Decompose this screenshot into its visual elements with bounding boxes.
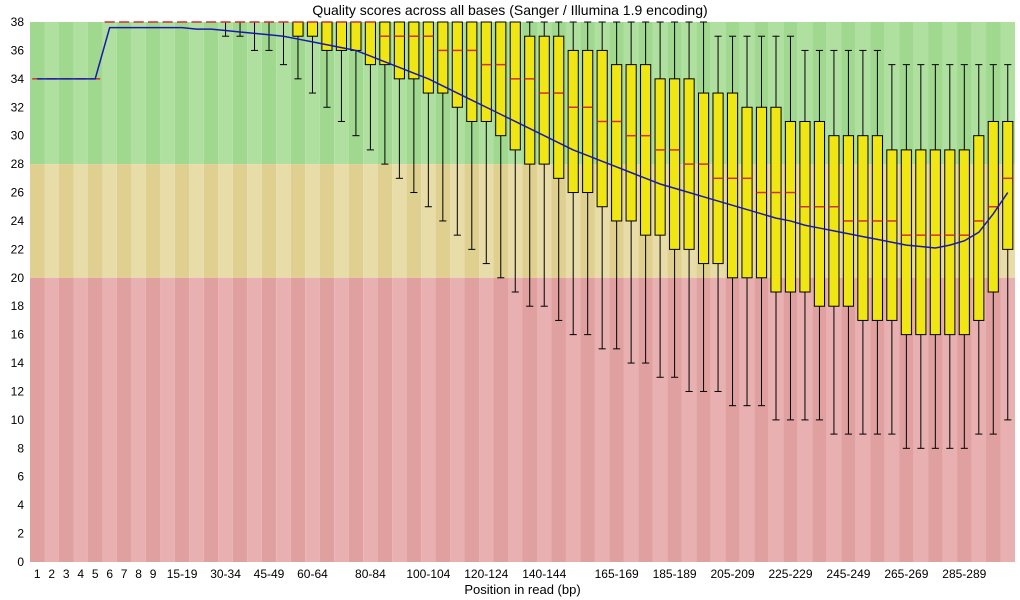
svg-text:2: 2 <box>48 567 55 581</box>
svg-text:265-269: 265-269 <box>884 567 928 581</box>
svg-text:34: 34 <box>11 72 25 86</box>
svg-text:3: 3 <box>63 567 70 581</box>
svg-text:12: 12 <box>11 384 25 398</box>
svg-text:30: 30 <box>11 129 25 143</box>
chart-title: Quality scores across all bases (Sanger … <box>312 2 707 18</box>
quality-boxplot-chart: 0246810121416182022242628303234363812345… <box>0 0 1020 600</box>
svg-text:38: 38 <box>11 15 25 29</box>
svg-text:18: 18 <box>11 299 25 313</box>
svg-text:80-84: 80-84 <box>355 567 386 581</box>
svg-text:28: 28 <box>11 157 25 171</box>
svg-text:16: 16 <box>11 328 25 342</box>
svg-text:30-34: 30-34 <box>210 567 241 581</box>
svg-text:60-64: 60-64 <box>297 567 328 581</box>
svg-text:245-249: 245-249 <box>826 567 870 581</box>
svg-text:20: 20 <box>11 271 25 285</box>
svg-text:7: 7 <box>121 567 128 581</box>
svg-text:0: 0 <box>17 555 24 569</box>
svg-text:285-289: 285-289 <box>942 567 986 581</box>
svg-text:165-169: 165-169 <box>595 567 639 581</box>
svg-text:9: 9 <box>150 567 157 581</box>
svg-text:4: 4 <box>17 498 24 512</box>
svg-text:2: 2 <box>17 527 24 541</box>
svg-text:185-189: 185-189 <box>653 567 697 581</box>
svg-text:36: 36 <box>11 43 25 57</box>
svg-text:120-124: 120-124 <box>464 567 508 581</box>
svg-text:4: 4 <box>77 567 84 581</box>
svg-text:15-19: 15-19 <box>167 567 198 581</box>
chart-svg: 0246810121416182022242628303234363812345… <box>0 0 1020 600</box>
svg-text:205-209: 205-209 <box>711 567 755 581</box>
svg-text:24: 24 <box>11 214 25 228</box>
svg-text:32: 32 <box>11 100 25 114</box>
svg-text:6: 6 <box>17 470 24 484</box>
svg-text:5: 5 <box>92 567 99 581</box>
svg-text:45-49: 45-49 <box>254 567 285 581</box>
svg-text:225-229: 225-229 <box>768 567 812 581</box>
svg-text:26: 26 <box>11 186 25 200</box>
svg-text:1: 1 <box>34 567 41 581</box>
svg-text:100-104: 100-104 <box>406 567 450 581</box>
svg-text:8: 8 <box>135 567 142 581</box>
svg-text:8: 8 <box>17 441 24 455</box>
svg-text:22: 22 <box>11 242 25 256</box>
svg-text:6: 6 <box>106 567 113 581</box>
svg-text:140-144: 140-144 <box>522 567 566 581</box>
x-axis-label: Position in read (bp) <box>464 582 580 597</box>
svg-text:14: 14 <box>11 356 25 370</box>
svg-text:10: 10 <box>11 413 25 427</box>
